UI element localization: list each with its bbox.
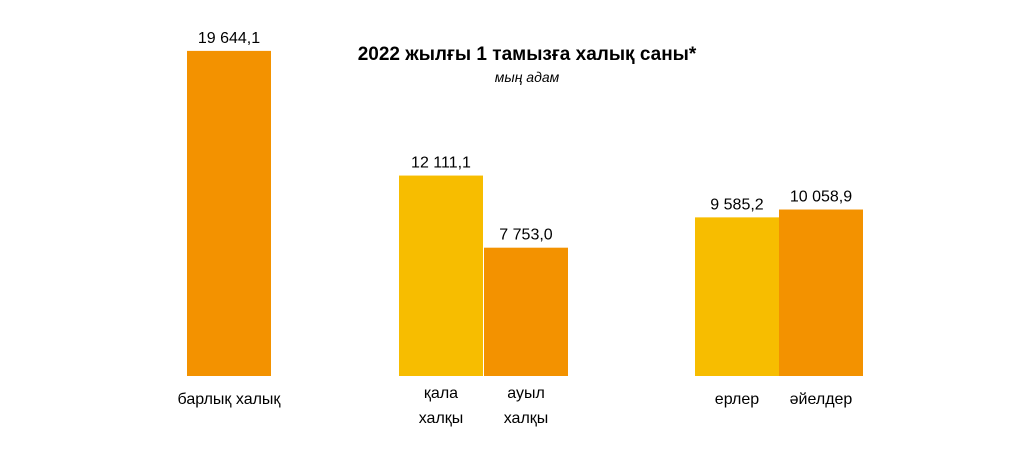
category-label-2-line-1: халқы (504, 410, 549, 427)
bars (187, 50, 863, 377)
category-label-3-line-0: ерлер (715, 391, 759, 408)
value-label-2: 7 753,0 (499, 227, 552, 244)
value-label-4: 10 058,9 (790, 189, 852, 206)
bar-0 (187, 50, 271, 377)
bar-4 (779, 209, 863, 376)
bar-3 (695, 217, 779, 376)
category-label-0-line-0: барлық халық (178, 391, 282, 408)
chart-title: 2022 жылғы 1 тамызға халық саны* (358, 44, 697, 65)
bar-2 (484, 247, 568, 376)
category-label-2-line-0: ауыл (507, 385, 545, 402)
bar-1 (399, 175, 483, 376)
value-labels: 19 644,1 12 111,1 7 753,0 9 585,2 10 058,9 (198, 30, 852, 244)
chart-subtitle: мың адам (495, 69, 560, 85)
category-label-4-line-0: әйелдер (790, 391, 853, 408)
value-label-3: 9 585,2 (710, 196, 763, 213)
value-label-0: 19 644,1 (198, 30, 260, 47)
value-label-1: 12 111,1 (411, 155, 471, 172)
category-label-1-line-0: қала (424, 385, 458, 402)
category-label-1-line-1: халқы (419, 410, 464, 427)
category-labels: барлық халық қала халқы ауыл халқы ерлер әйелд… (178, 385, 853, 427)
